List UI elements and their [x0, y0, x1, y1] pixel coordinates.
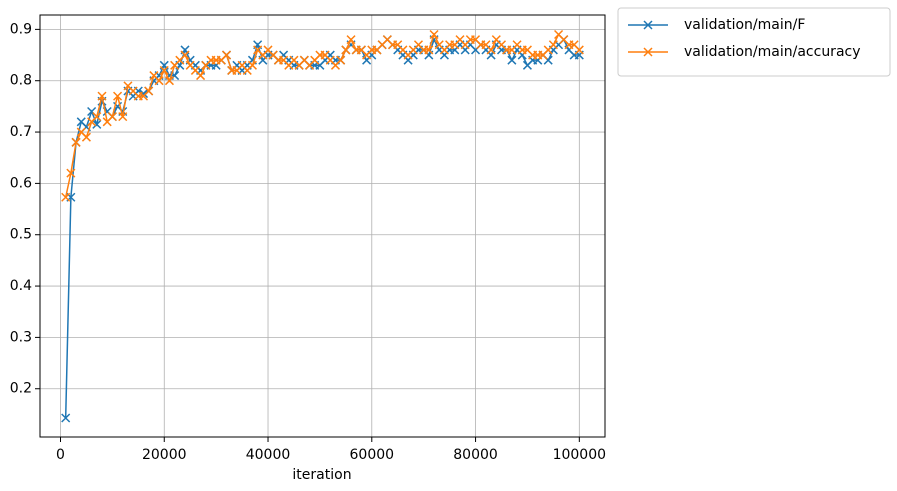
marker: [113, 91, 123, 101]
marker: [429, 29, 439, 40]
legend-marker: [643, 20, 653, 30]
y-tick-label: 0.5: [10, 227, 32, 243]
y-tick-label: 0.3: [10, 329, 32, 345]
y-tick-label: 0.4: [10, 278, 32, 294]
marker: [144, 86, 154, 96]
x-tick-label: 0: [56, 447, 65, 463]
marker: [341, 45, 351, 55]
y-tick-label: 0.6: [10, 175, 32, 191]
series-line: [64, 32, 580, 198]
marker: [61, 192, 71, 202]
x-tick-label: 60000: [350, 447, 395, 463]
x-tick-label: 40000: [246, 447, 291, 463]
x-axis-label: iteration: [292, 467, 351, 483]
y-tick-label: 0.8: [10, 73, 32, 89]
x-tick-label: 20000: [142, 447, 187, 463]
marker: [164, 76, 174, 86]
legend-box: [617, 7, 891, 77]
x-tick-label: 100000: [553, 447, 606, 463]
marker: [574, 45, 584, 55]
marker: [71, 137, 81, 147]
marker: [154, 76, 164, 86]
marker: [247, 60, 257, 70]
x-tick-label: 80000: [453, 447, 498, 463]
marker: [180, 50, 190, 60]
marker: [81, 132, 91, 142]
marker: [346, 35, 356, 45]
marker: [486, 45, 496, 55]
legend-marker: [643, 47, 653, 57]
marker: [66, 168, 76, 178]
marker: [118, 112, 128, 122]
plot-frame: [39, 14, 606, 438]
marker: [97, 91, 107, 101]
legend-label: validation/main/accuracy: [684, 44, 861, 60]
marker: [424, 45, 434, 55]
marker: [159, 65, 169, 75]
marker: [336, 55, 346, 65]
marker: [548, 40, 558, 50]
marker: [61, 413, 71, 423]
legend-label: validation/main/F: [684, 17, 805, 33]
marker: [507, 55, 517, 65]
marker: [92, 112, 102, 122]
marker: [196, 71, 206, 81]
marker: [221, 50, 232, 60]
marker: [107, 112, 117, 122]
y-tick-label: 0.7: [10, 124, 32, 140]
y-tick-label: 0.9: [10, 21, 32, 37]
marker: [92, 119, 102, 129]
y-tick-label: 0.2: [10, 381, 32, 397]
